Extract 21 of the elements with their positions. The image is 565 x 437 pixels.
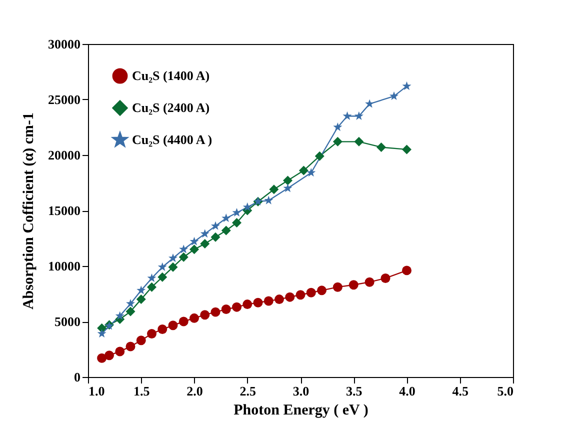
x-tick-label: 5.0 [497,384,514,398]
x-tick-label: 1.0 [88,384,105,398]
y-tick-label: 0 [74,370,80,384]
x-tick-label: 1.5 [134,384,150,398]
x-tick-label: 3.5 [346,384,363,398]
legend-label: Cu₂S (4400 A ) [132,132,212,147]
y-tick-label: 10000 [48,258,80,274]
legend-label: Cu₂S (1400 A) [132,68,210,83]
x-tick-label: 2.5 [240,384,256,398]
x-tick-label: 2.0 [186,384,203,398]
legend-label: Cu₂S (2400 A) [132,100,210,115]
y-tick-label: 20000 [48,148,80,162]
x-axis-title: Photon Energy ( eV ) [234,402,368,418]
y-axis-title: Absorption Cofficient (α) cm-1 [21,112,37,310]
y-tick-label: 25000 [48,92,80,107]
y-tick-label: 15000 [48,203,80,218]
y-tick-label: 30000 [48,36,80,52]
x-tick-label: 4.5 [452,384,469,398]
y-tick-label: 5000 [54,314,80,329]
x-tick-label: 3.0 [292,384,310,398]
x-tick-label: 4.0 [399,384,416,398]
